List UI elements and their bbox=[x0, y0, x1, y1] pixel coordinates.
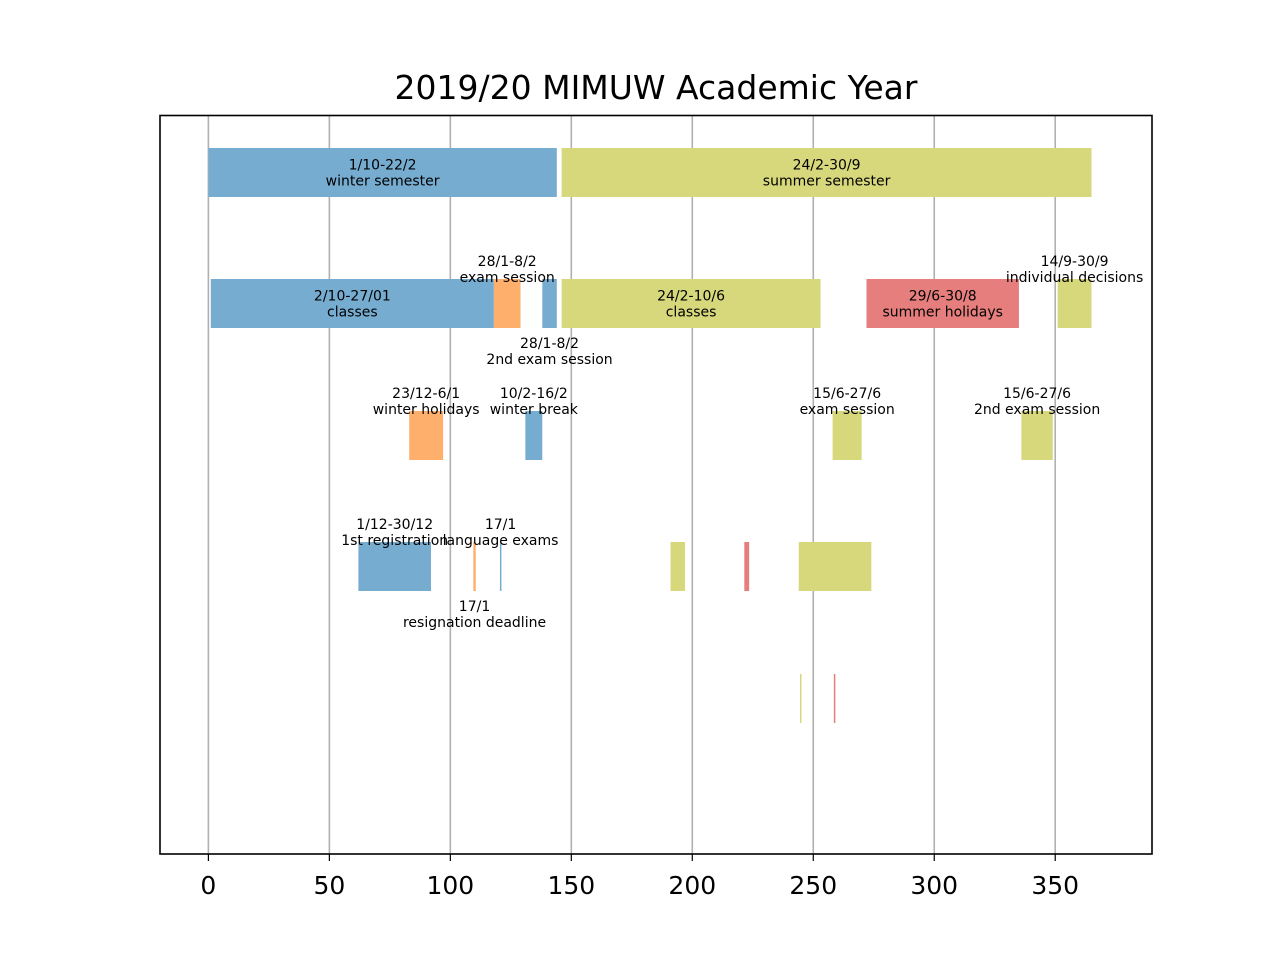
timeline-bar bbox=[798, 542, 872, 591]
grid-layer bbox=[207, 115, 1057, 854]
bar-label: 17/1 language exams bbox=[443, 517, 559, 549]
timeline-bar bbox=[210, 279, 494, 328]
bar-label: 23/12-6/1 winter holidays bbox=[373, 386, 480, 418]
bar-label: 1/10-22/2 winter semester bbox=[326, 158, 440, 190]
x-tick-label: 350 bbox=[1031, 871, 1079, 900]
x-tick-label: 200 bbox=[668, 871, 716, 900]
x-axis: 0 50 100 150 200 250 300 350 bbox=[200, 854, 1079, 900]
timeline-bar bbox=[866, 279, 1019, 328]
timeline-bar bbox=[493, 279, 521, 328]
chart-title: 2019/20 MIMUW Academic Year bbox=[395, 68, 918, 107]
timeline-bar bbox=[833, 674, 836, 723]
label-layer: 1/10-22/2 winter semester 24/2-30/9 summer … bbox=[314, 158, 1143, 632]
timeline-bar bbox=[670, 542, 686, 591]
x-tick-label: 250 bbox=[789, 871, 837, 900]
bar-label: 24/2-10/6 classes bbox=[657, 289, 725, 321]
bar-label: 2/10-27/01 classes bbox=[314, 289, 391, 321]
bar-label: 28/1-8/2 exam session bbox=[460, 254, 555, 286]
timeline-bar bbox=[525, 411, 543, 460]
bar-label: 17/1 resignation deadline bbox=[403, 599, 546, 631]
bar-label: 28/1-8/2 2nd exam session bbox=[486, 336, 612, 368]
timeline-bar bbox=[799, 674, 802, 723]
timeline-bar bbox=[561, 279, 821, 328]
bar-label: 1/12-30/12 1st registration bbox=[341, 517, 448, 549]
plot-frame bbox=[159, 114, 1153, 855]
x-tick-label: 50 bbox=[313, 871, 345, 900]
timeline-bar bbox=[744, 542, 750, 591]
bar-label: 29/6-30/8 summer holidays bbox=[882, 289, 1003, 321]
timeline-bar bbox=[499, 542, 502, 591]
x-tick-label: 300 bbox=[910, 871, 958, 900]
timeline-bar bbox=[1057, 279, 1092, 328]
bar-label: 14/9-30/9 individual decisions bbox=[1006, 254, 1143, 286]
bar-label: 24/2-30/9 summer semester bbox=[763, 158, 891, 190]
bar-label: 10/2-16/2 winter break bbox=[490, 386, 579, 418]
timeline-bar bbox=[473, 542, 476, 591]
x-tick-label: 0 bbox=[200, 871, 216, 900]
bar-layer bbox=[208, 148, 1092, 723]
timeline-bar bbox=[832, 411, 862, 460]
x-tick-label: 150 bbox=[547, 871, 595, 900]
x-tick-label: 100 bbox=[426, 871, 474, 900]
bar-label: 15/6-27/6 exam session bbox=[800, 386, 895, 418]
timeline-bar bbox=[358, 542, 431, 591]
timeline-bar bbox=[1021, 411, 1053, 460]
timeline-bar bbox=[542, 279, 557, 328]
bar-label: 15/6-27/6 2nd exam session bbox=[974, 386, 1100, 418]
timeline-bar bbox=[561, 148, 1092, 197]
timeline-bar bbox=[208, 148, 557, 197]
timeline-bar bbox=[409, 411, 444, 460]
